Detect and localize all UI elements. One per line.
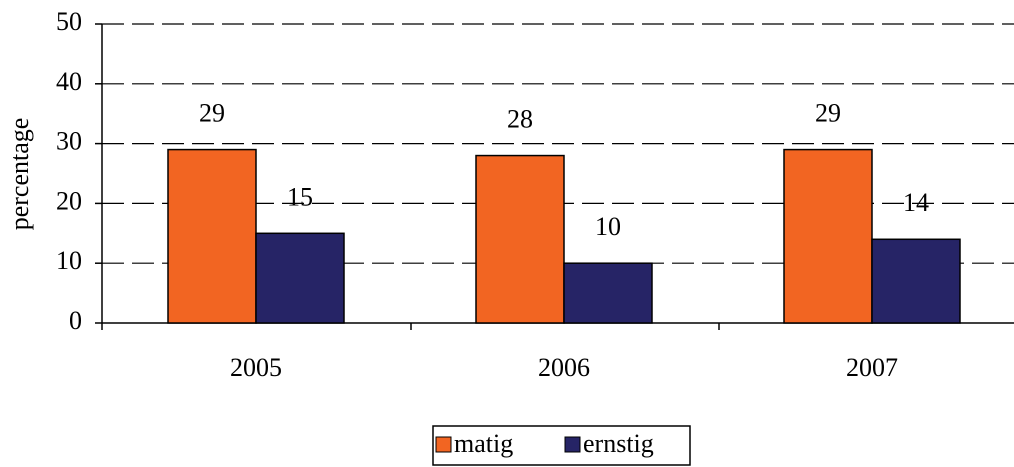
data-label: 14 [903,188,929,217]
bar [475,154,565,324]
y-tick-label: 0 [69,306,82,335]
bar [167,148,257,324]
data-label: 10 [595,212,621,241]
bar [871,238,961,324]
data-label: 29 [199,99,225,128]
x-tick-label: 2006 [538,353,590,382]
y-tick-label: 10 [56,246,82,275]
data-label: 29 [815,99,841,128]
legend-swatch [435,436,452,453]
y-tick-label: 50 [56,7,82,36]
y-tick-label: 30 [56,127,82,156]
bar [255,232,345,324]
x-tick-label: 2007 [846,353,898,382]
y-tick-label: 40 [56,67,82,96]
legend-swatch [564,436,581,453]
legend-label: ernstig [583,429,654,458]
data-label: 28 [507,105,533,134]
y-axis-label: percentage [5,118,34,231]
x-tick-label: 2005 [230,353,282,382]
bar [783,148,873,324]
data-label: 15 [287,182,313,211]
bar [563,262,653,324]
legend-label: matig [454,429,513,458]
y-tick-label: 20 [56,186,82,215]
legend-box [432,425,691,466]
